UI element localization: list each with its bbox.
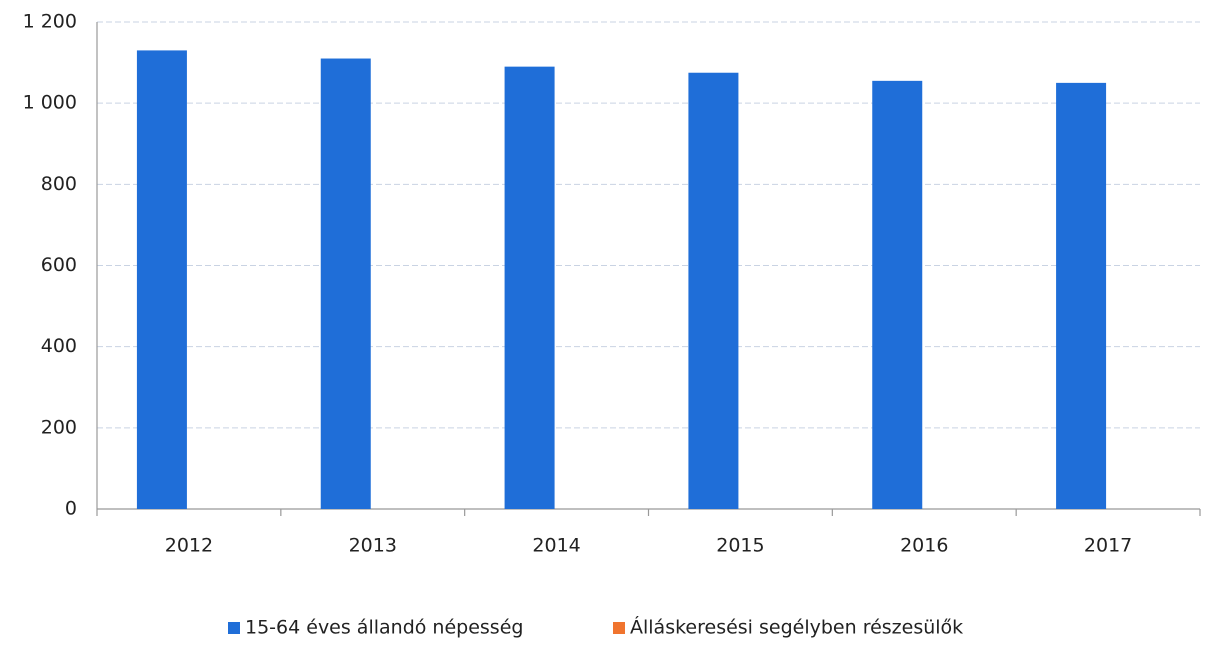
legend-swatch [228, 622, 240, 634]
y-tick-label: 400 [41, 335, 77, 357]
y-tick-label: 1 200 [23, 11, 77, 33]
y-tick-label: 200 [41, 416, 77, 438]
x-tick-label: 2014 [532, 535, 580, 557]
x-tick-label: 2015 [716, 535, 764, 557]
legend-label: Álláskeresési segélyben részesülők [630, 616, 963, 639]
x-tick-label: 2013 [349, 535, 397, 557]
legend-swatch [613, 622, 625, 634]
bar [1056, 82, 1107, 509]
y-tick-label: 600 [41, 254, 77, 276]
legend-label: 15-64 éves állandó népesség [245, 617, 523, 639]
y-tick-label: 800 [41, 173, 77, 195]
bar [504, 66, 555, 510]
x-tick-label: 2012 [165, 535, 213, 557]
y-tick-label: 1 000 [23, 92, 77, 114]
x-tick-label: 2017 [1084, 535, 1132, 557]
bar [872, 80, 923, 510]
bar [320, 58, 371, 510]
bar [688, 72, 739, 510]
y-tick-label: 0 [65, 498, 77, 520]
x-tick-label: 2016 [900, 535, 948, 557]
bar [136, 50, 187, 510]
